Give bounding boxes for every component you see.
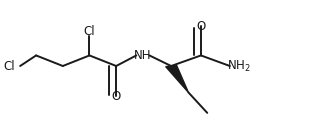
Text: NH$_2$: NH$_2$ <box>227 58 251 74</box>
Polygon shape <box>166 65 188 92</box>
Text: Cl: Cl <box>3 60 15 72</box>
Text: O: O <box>196 20 206 33</box>
Text: O: O <box>111 90 121 103</box>
Text: NH: NH <box>134 49 152 62</box>
Text: Cl: Cl <box>84 25 95 38</box>
